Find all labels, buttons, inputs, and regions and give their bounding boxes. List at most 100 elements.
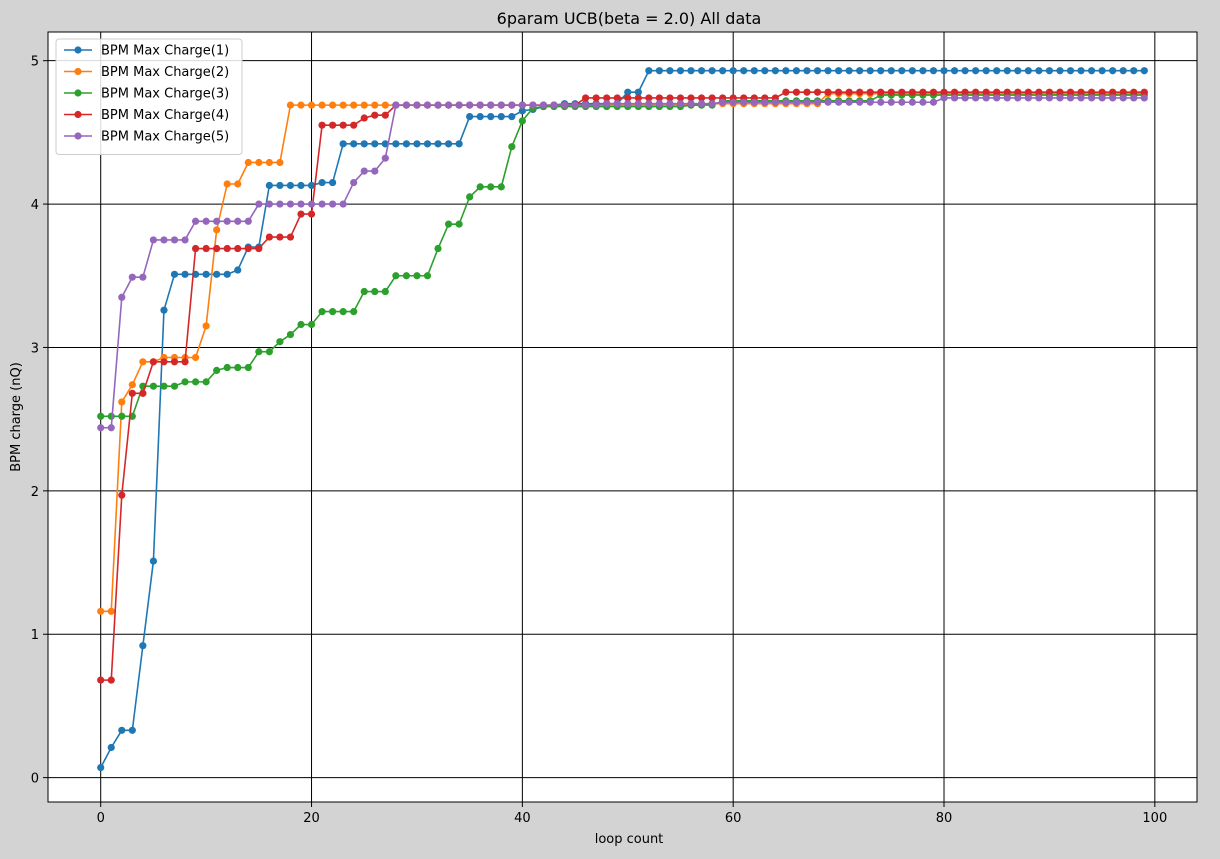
data-point bbox=[993, 94, 1001, 102]
data-point bbox=[940, 67, 948, 75]
data-point bbox=[1003, 67, 1011, 75]
data-point bbox=[423, 140, 432, 148]
data-point bbox=[444, 220, 453, 228]
legend-item: BPM Max Charge(3) bbox=[64, 87, 229, 102]
data-point bbox=[877, 88, 885, 96]
y-tick-label: 1 bbox=[31, 628, 39, 643]
series-line bbox=[100, 97, 1145, 429]
legend-label: BPM Max Charge(4) bbox=[101, 108, 229, 123]
data-point bbox=[697, 100, 706, 108]
data-point bbox=[497, 101, 505, 109]
data-point bbox=[476, 101, 484, 109]
y-tick-label: 0 bbox=[31, 772, 39, 787]
data-point bbox=[381, 287, 389, 296]
data-point bbox=[792, 88, 801, 96]
data-point bbox=[908, 67, 916, 75]
legend-item: BPM Max Charge(4) bbox=[64, 108, 229, 123]
data-point bbox=[666, 94, 674, 102]
data-point bbox=[265, 200, 273, 208]
data-point bbox=[518, 117, 526, 125]
data-point bbox=[139, 389, 147, 397]
data-point bbox=[160, 236, 168, 244]
data-point bbox=[592, 101, 600, 109]
data-point bbox=[434, 101, 442, 109]
data-point bbox=[972, 88, 980, 96]
data-point bbox=[655, 94, 663, 102]
data-point bbox=[508, 112, 516, 121]
data-point bbox=[149, 358, 158, 366]
data-point bbox=[803, 88, 811, 96]
data-point bbox=[908, 98, 916, 106]
data-point bbox=[845, 88, 853, 96]
legend-marker bbox=[74, 110, 82, 119]
data-point bbox=[518, 107, 526, 115]
data-point bbox=[866, 88, 874, 96]
data-point bbox=[487, 101, 495, 109]
y-axis-label: BPM charge (nQ) bbox=[9, 362, 24, 472]
data-point bbox=[286, 101, 295, 109]
data-point bbox=[898, 67, 906, 75]
data-point bbox=[993, 67, 1001, 75]
data-point bbox=[613, 94, 621, 102]
x-tick-label: 40 bbox=[514, 811, 531, 826]
data-point bbox=[634, 88, 642, 96]
data-point bbox=[676, 67, 685, 75]
data-point bbox=[128, 381, 136, 389]
data-point bbox=[244, 217, 252, 225]
plot-area bbox=[48, 32, 1197, 802]
data-point bbox=[170, 270, 179, 278]
data-point bbox=[392, 101, 400, 109]
data-point bbox=[170, 382, 179, 390]
data-point bbox=[645, 100, 653, 108]
data-point bbox=[950, 67, 959, 75]
data-point bbox=[191, 378, 200, 386]
data-point bbox=[887, 67, 895, 75]
data-point bbox=[276, 233, 284, 241]
data-point bbox=[813, 98, 822, 106]
data-point bbox=[719, 67, 727, 75]
data-point bbox=[982, 88, 990, 96]
data-point bbox=[487, 112, 495, 121]
data-point bbox=[539, 101, 548, 109]
data-point bbox=[307, 200, 316, 208]
data-point bbox=[908, 88, 916, 96]
data-point bbox=[929, 67, 938, 75]
data-point bbox=[97, 424, 105, 432]
data-point bbox=[202, 270, 210, 278]
data-point bbox=[497, 112, 505, 121]
data-point bbox=[244, 158, 252, 167]
data-point bbox=[339, 200, 347, 208]
data-point bbox=[1109, 67, 1117, 75]
data-point bbox=[950, 88, 959, 96]
data-point bbox=[466, 193, 474, 201]
data-point bbox=[792, 67, 801, 75]
data-point bbox=[856, 98, 864, 106]
data-point bbox=[1035, 94, 1043, 102]
data-point bbox=[887, 88, 895, 96]
data-point bbox=[824, 88, 832, 96]
data-point bbox=[1056, 88, 1064, 96]
data-point bbox=[560, 101, 569, 109]
data-point bbox=[940, 94, 948, 102]
x-tick-label: 60 bbox=[725, 811, 742, 826]
data-point bbox=[329, 101, 337, 109]
grid bbox=[48, 32, 1197, 802]
data-point bbox=[508, 101, 516, 109]
data-point bbox=[160, 358, 168, 366]
data-point bbox=[634, 100, 642, 108]
data-point bbox=[1098, 94, 1106, 102]
data-point bbox=[666, 100, 674, 108]
data-point bbox=[255, 158, 263, 167]
data-point bbox=[982, 67, 990, 75]
data-point bbox=[856, 88, 864, 96]
data-point bbox=[118, 412, 126, 420]
data-point bbox=[360, 287, 368, 296]
data-point bbox=[1045, 67, 1054, 75]
data-point bbox=[339, 308, 347, 316]
data-point bbox=[234, 244, 242, 253]
data-point bbox=[782, 67, 790, 75]
data-point bbox=[97, 607, 105, 615]
data-point bbox=[118, 726, 126, 734]
data-point bbox=[297, 101, 305, 109]
data-point bbox=[898, 98, 906, 106]
